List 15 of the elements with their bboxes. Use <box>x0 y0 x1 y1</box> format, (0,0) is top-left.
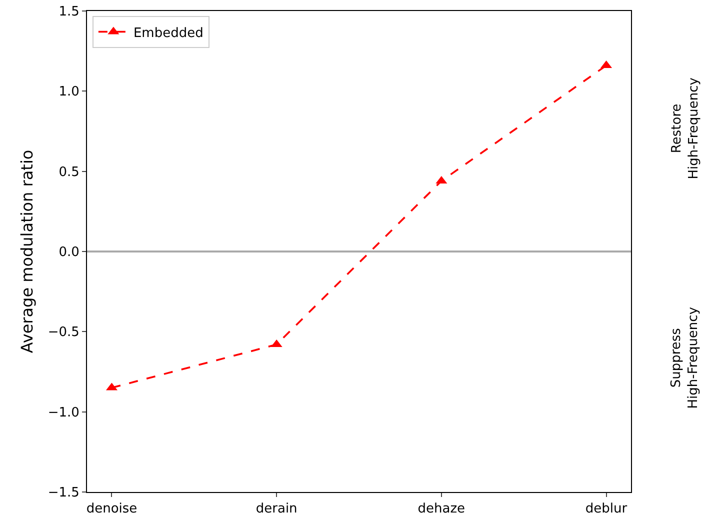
legend-label: Embedded <box>133 26 204 41</box>
y-tick-label: −1.0 <box>48 405 80 420</box>
text: Restore High-Frequency <box>670 77 702 180</box>
x-tick-label: dehaze <box>418 502 466 517</box>
y-tick-label: −1.5 <box>48 486 80 501</box>
y-tick-label: 0.5 <box>58 164 80 180</box>
y-tick-label: −0.5 <box>48 325 80 340</box>
x-tick-label: derain <box>256 502 298 517</box>
text: Suppress High-Frequency <box>669 306 701 409</box>
y-tick-label: 1.0 <box>58 84 80 100</box>
y-tick-label: 0.0 <box>58 245 80 260</box>
y-axis-title: Average modulation ratio <box>18 150 37 354</box>
y-tick-label: 1.5 <box>58 4 80 20</box>
x-tick-label: deblur <box>585 502 628 517</box>
x-tick-label: denoise <box>86 502 138 517</box>
